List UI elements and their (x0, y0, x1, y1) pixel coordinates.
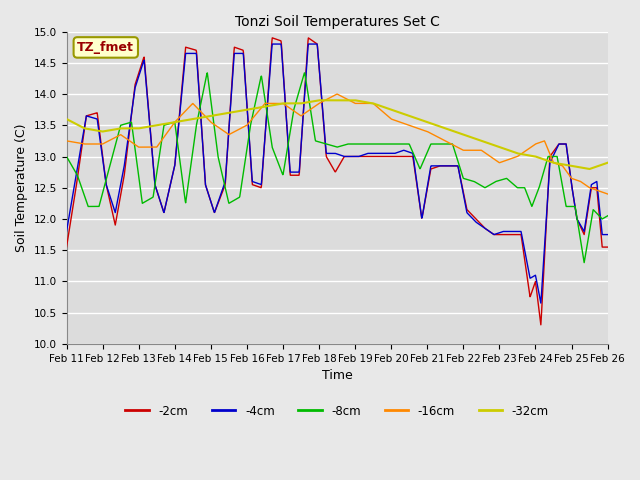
-2cm (314, 43, 321, 49)
-2cm (304, 44, 312, 49)
Line: -4cm: -4cm (67, 44, 607, 303)
-16cm (292, 109, 300, 115)
-4cm (537, 300, 545, 306)
-2cm (63, 244, 70, 250)
-16cm (303, 108, 311, 114)
-2cm (537, 322, 545, 328)
-8cm (604, 213, 611, 219)
-32cm (63, 116, 70, 122)
-4cm (371, 151, 379, 156)
-32cm (292, 100, 300, 106)
-16cm (333, 91, 340, 97)
-32cm (586, 166, 593, 172)
-16cm (371, 102, 379, 108)
-8cm (127, 120, 134, 125)
-8cm (292, 99, 300, 105)
X-axis label: Time: Time (322, 369, 353, 382)
-16cm (127, 139, 134, 144)
-32cm (313, 98, 321, 104)
-2cm (604, 244, 611, 250)
-16cm (604, 191, 611, 197)
-2cm (292, 172, 300, 178)
-4cm (604, 232, 611, 238)
-16cm (63, 138, 70, 144)
-8cm (371, 141, 379, 147)
-4cm (292, 169, 300, 175)
-8cm (314, 139, 321, 144)
Line: -8cm: -8cm (67, 73, 607, 263)
-8cm (304, 89, 312, 95)
-8cm (63, 154, 70, 159)
-8cm (104, 168, 112, 174)
Line: -2cm: -2cm (67, 38, 607, 325)
-4cm (104, 189, 112, 194)
Title: Tonzi Soil Temperatures Set C: Tonzi Soil Temperatures Set C (235, 15, 440, 29)
-2cm (371, 154, 379, 159)
-2cm (104, 192, 112, 197)
-32cm (303, 99, 311, 105)
-16cm (104, 138, 112, 144)
-4cm (63, 228, 70, 234)
-32cm (104, 128, 112, 133)
-32cm (127, 125, 134, 131)
-8cm (301, 70, 308, 76)
-32cm (316, 97, 323, 103)
-4cm (314, 43, 321, 49)
-16cm (313, 102, 321, 108)
Line: -16cm: -16cm (67, 94, 607, 194)
Text: TZ_fmet: TZ_fmet (77, 41, 134, 54)
Line: -32cm: -32cm (67, 100, 607, 169)
-4cm (127, 119, 134, 124)
-32cm (604, 160, 611, 166)
-8cm (580, 260, 588, 265)
-4cm (304, 49, 312, 55)
-2cm (127, 120, 134, 126)
-2cm (268, 35, 276, 41)
-4cm (268, 41, 276, 47)
-32cm (371, 101, 379, 107)
Y-axis label: Soil Temperature (C): Soil Temperature (C) (15, 123, 28, 252)
Legend: -2cm, -4cm, -8cm, -16cm, -32cm: -2cm, -4cm, -8cm, -16cm, -32cm (121, 400, 554, 422)
